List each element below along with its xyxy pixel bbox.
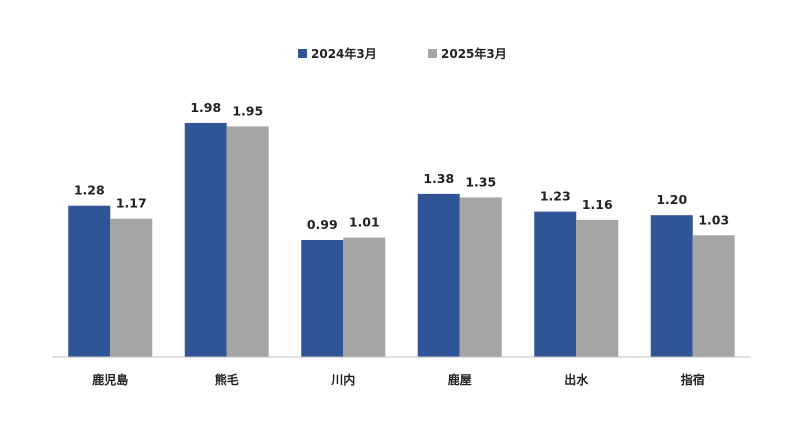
bar-1-3 <box>301 239 344 357</box>
bar-2-4 <box>459 197 502 357</box>
value-label: 1.16 <box>582 197 613 212</box>
bar-1-6 <box>650 215 693 357</box>
value-label: 1.01 <box>349 215 380 230</box>
legend-label: 2024年3月 <box>311 46 377 61</box>
bar-1-4 <box>417 193 460 357</box>
category-label: 鹿児島 <box>92 372 128 387</box>
bar-1-5 <box>534 211 577 357</box>
bar-1-2 <box>184 122 227 358</box>
bar-2-5 <box>576 219 619 357</box>
value-label: 1.98 <box>190 100 221 115</box>
bar-1-1 <box>68 205 111 357</box>
value-label: 1.17 <box>116 196 147 211</box>
category-label: 川内 <box>330 372 355 387</box>
bar-2-3 <box>343 237 386 357</box>
value-labels: 1.28 1.17 1.98 1.95 0.99 1.01 1.38 1.35 1.23 1.16… <box>74 100 729 232</box>
category-label: 鹿屋 <box>448 372 472 387</box>
value-label: 1.03 <box>698 212 729 227</box>
legend-swatch <box>428 49 437 58</box>
value-label: 1.28 <box>74 183 105 198</box>
legend-swatch <box>298 49 307 58</box>
category-label: 指宿 <box>681 372 705 387</box>
bar-2-1 <box>110 218 153 357</box>
value-label: 1.35 <box>465 174 496 189</box>
category-labels: 鹿児島 熊毛 川内 鹿屋 出水 指宿 <box>92 372 705 387</box>
value-label: 0.99 <box>307 217 338 232</box>
bars <box>68 122 735 358</box>
category-label: 熊毛 <box>215 372 239 387</box>
value-label: 1.20 <box>656 192 687 207</box>
bar-2-6 <box>692 235 735 357</box>
value-label: 1.23 <box>540 189 571 204</box>
legend: 2024年3月 2025年3月 <box>298 46 507 61</box>
legend-label: 2025年3月 <box>441 46 507 61</box>
value-label: 1.95 <box>232 104 263 119</box>
category-label: 出水 <box>564 372 589 387</box>
value-label: 1.38 <box>423 171 454 186</box>
bar-2-2 <box>226 126 269 357</box>
